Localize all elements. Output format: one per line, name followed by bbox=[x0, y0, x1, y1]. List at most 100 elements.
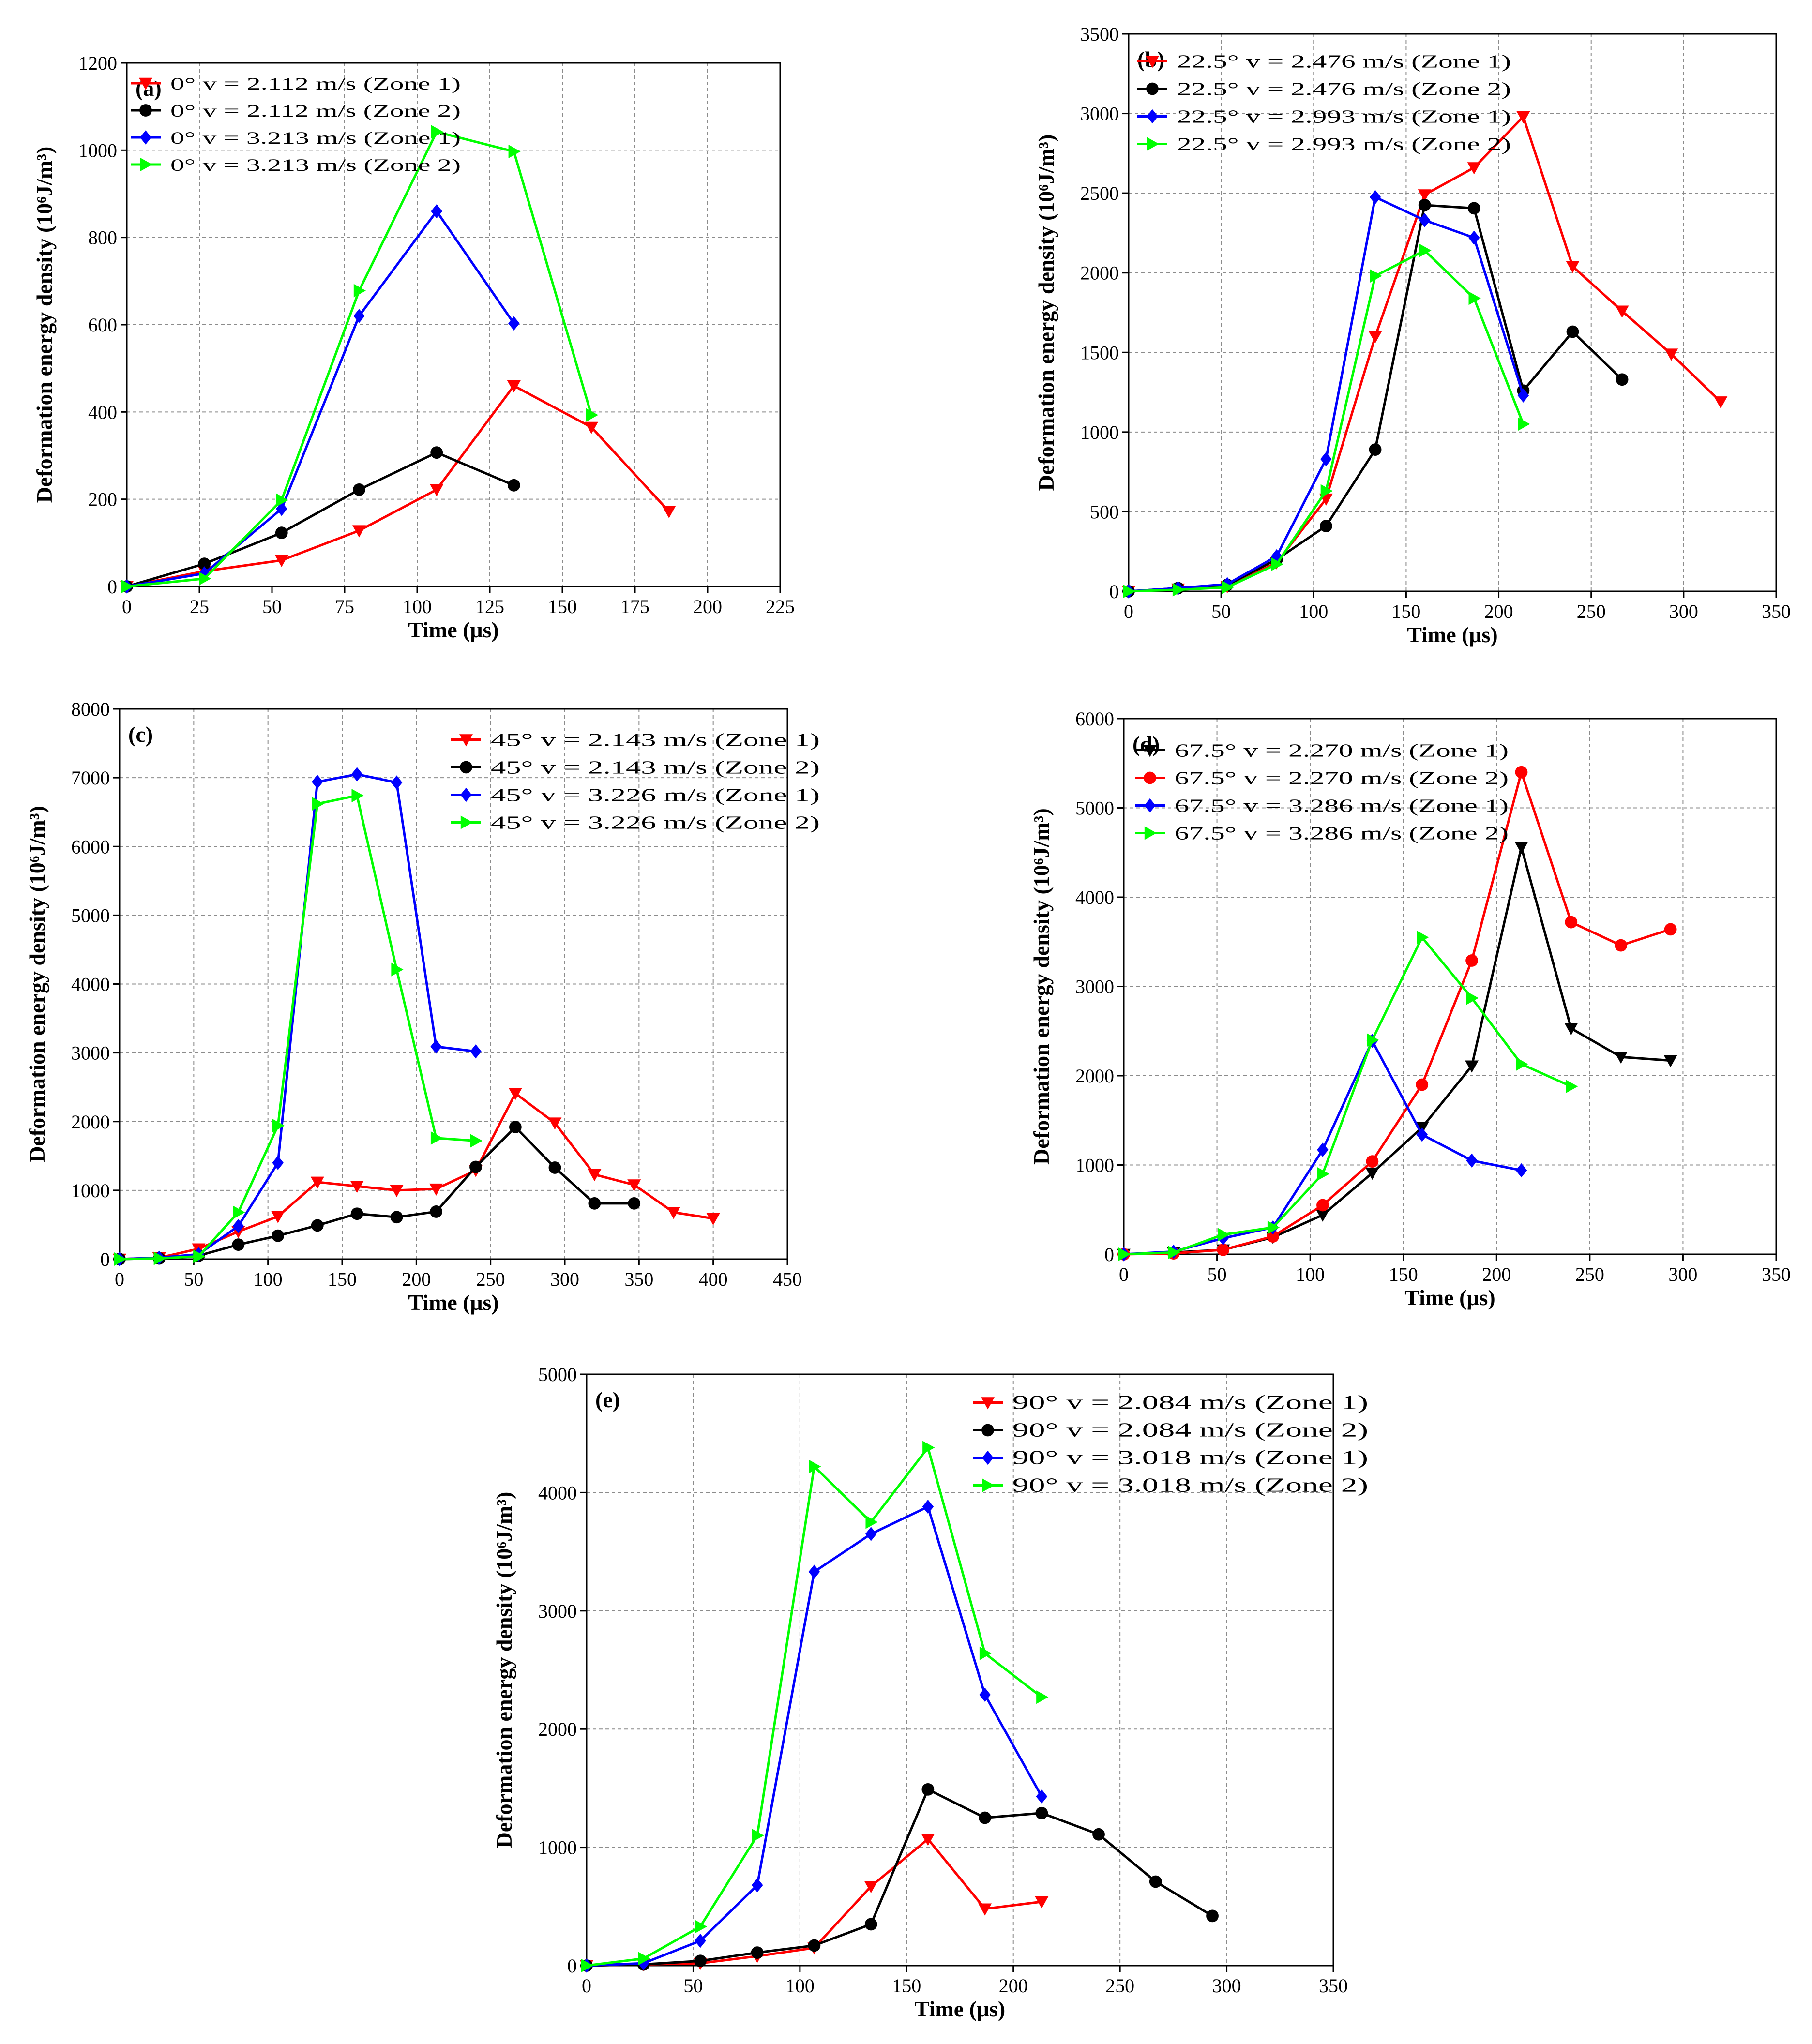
data-point bbox=[979, 1687, 991, 1702]
legend-angle: 90° bbox=[1012, 1474, 1058, 1496]
legend-label: 22.5° v = 2.476 m/s (Zone 1) bbox=[1177, 52, 1511, 72]
data-point bbox=[752, 1829, 764, 1843]
data-point bbox=[751, 1878, 763, 1893]
data-point bbox=[1468, 291, 1481, 305]
legend-item: 22.5° v = 2.476 m/s (Zone 2) bbox=[1137, 79, 1511, 100]
data-point bbox=[1664, 348, 1678, 361]
legend-zone: (Zone 1) bbox=[1411, 52, 1511, 72]
data-point bbox=[1616, 373, 1629, 386]
data-point bbox=[430, 446, 443, 459]
legend-item: 67.5° v = 3.286 m/s (Zone 2) bbox=[1135, 824, 1509, 844]
y-tick-label: 800 bbox=[88, 227, 117, 249]
series-1 bbox=[121, 446, 520, 593]
data-point bbox=[430, 1039, 442, 1054]
data-point bbox=[1714, 396, 1728, 409]
legend-label: 67.5° v = 3.286 m/s (Zone 2) bbox=[1175, 824, 1509, 844]
data-point bbox=[1035, 1896, 1049, 1909]
data-point bbox=[922, 1441, 935, 1455]
legend-angle: 22.5° bbox=[1177, 107, 1239, 127]
data-point bbox=[1615, 939, 1628, 952]
legend-item: 90° v = 3.018 m/s (Zone 2) bbox=[973, 1474, 1368, 1496]
legend-marker bbox=[139, 104, 152, 117]
data-point bbox=[390, 1211, 403, 1224]
series-3 bbox=[121, 125, 598, 593]
data-point bbox=[1418, 189, 1432, 202]
data-point bbox=[1271, 557, 1284, 571]
data-point bbox=[276, 493, 288, 507]
y-tick-label: 5000 bbox=[538, 1364, 577, 1385]
data-point bbox=[1419, 213, 1431, 227]
data-point bbox=[431, 204, 442, 219]
x-tick-label: 0 bbox=[582, 1975, 591, 1997]
legend-label: 90° v = 2.084 m/s (Zone 1) bbox=[1012, 1391, 1368, 1413]
legend-angle: 90° bbox=[1012, 1391, 1058, 1413]
data-point bbox=[638, 1952, 650, 1966]
y-tick-label: 4000 bbox=[538, 1482, 577, 1503]
y-tick-label: 4000 bbox=[1075, 887, 1114, 908]
data-point bbox=[585, 421, 598, 434]
data-point bbox=[628, 1197, 641, 1210]
data-point bbox=[979, 1646, 992, 1660]
data-point bbox=[311, 1219, 324, 1232]
x-tick-label: 50 bbox=[1211, 601, 1231, 622]
data-point bbox=[1365, 1167, 1379, 1180]
data-point bbox=[695, 1920, 707, 1934]
legend-angle: 22.5° bbox=[1177, 135, 1239, 155]
series-line bbox=[119, 794, 476, 1261]
legend-zone: (Zone 2) bbox=[363, 155, 461, 175]
y-tick-label: 1500 bbox=[1080, 342, 1119, 363]
data-point bbox=[1267, 1230, 1279, 1243]
data-point bbox=[233, 1205, 245, 1219]
data-point bbox=[193, 1249, 206, 1263]
data-point bbox=[390, 1185, 404, 1197]
legend-angle: 0° bbox=[170, 74, 196, 93]
legend-angle: 90° bbox=[1012, 1446, 1058, 1469]
legend: 45° v = 2.143 m/s (Zone 1)45° v = 2.143 … bbox=[451, 730, 820, 833]
legend-label: 67.5° v = 2.270 m/s (Zone 1) bbox=[1175, 741, 1509, 761]
legend-marker bbox=[981, 1397, 995, 1410]
series-line bbox=[586, 1788, 1213, 1967]
x-tick-label: 0 bbox=[1119, 1263, 1129, 1285]
legend-marker bbox=[1146, 56, 1159, 68]
x-tick-label: 300 bbox=[550, 1268, 579, 1290]
series-line bbox=[126, 210, 515, 588]
y-tick-label: 6000 bbox=[71, 836, 110, 857]
data-point bbox=[1035, 1806, 1048, 1819]
data-point bbox=[1516, 111, 1530, 124]
data-point bbox=[1217, 1243, 1230, 1256]
data-point bbox=[272, 1119, 285, 1133]
legend-zone: (Zone 2) bbox=[715, 813, 820, 833]
data-point bbox=[808, 1564, 820, 1579]
legend-speed: v = 2.143 m/s bbox=[541, 758, 707, 778]
data-point bbox=[1320, 452, 1332, 466]
data-point bbox=[1316, 1199, 1329, 1212]
legend-zone: (Zone 1) bbox=[363, 128, 461, 148]
legend-item: 67.5° v = 3.286 m/s (Zone 1) bbox=[1135, 796, 1509, 816]
series-line bbox=[119, 773, 476, 1261]
data-point bbox=[1092, 1828, 1105, 1841]
legend-speed: v = 2.112 m/s bbox=[203, 101, 356, 120]
series-line bbox=[1123, 846, 1671, 1256]
legend-marker bbox=[140, 130, 151, 145]
series-2 bbox=[1123, 190, 1529, 599]
x-tick-label: 150 bbox=[1391, 601, 1420, 622]
data-point bbox=[1416, 1127, 1428, 1142]
data-point bbox=[1370, 269, 1382, 283]
legend-marker bbox=[982, 1478, 995, 1492]
legend-item: 45° v = 3.226 m/s (Zone 2) bbox=[451, 813, 820, 833]
data-point bbox=[1118, 1247, 1131, 1261]
legend-marker bbox=[982, 1424, 994, 1437]
legend-label: 67.5° v = 3.286 m/s (Zone 1) bbox=[1175, 796, 1509, 816]
data-point bbox=[751, 1946, 764, 1959]
data-point bbox=[274, 555, 288, 567]
data-point bbox=[350, 1207, 363, 1220]
legend-item: 90° v = 2.084 m/s (Zone 2) bbox=[973, 1419, 1368, 1441]
data-point bbox=[507, 479, 520, 492]
series-line bbox=[126, 130, 593, 588]
legend-marker bbox=[1147, 137, 1159, 151]
legend-zone: (Zone 1) bbox=[1255, 1446, 1368, 1469]
chart-panel-b: 0 50 100 150 200 250 300 3500500100015002000250… bbox=[1034, 23, 1791, 647]
legend-marker bbox=[982, 1450, 994, 1465]
y-tick-label: 3000 bbox=[538, 1600, 577, 1622]
x-tick-label: 300 bbox=[1669, 601, 1698, 622]
